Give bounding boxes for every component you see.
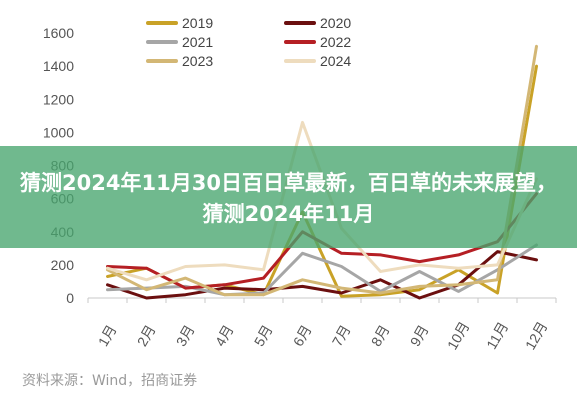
title-banner: 猜测2024年11月30日百日草最新，百日草的未来展望，猜测2024年11月 bbox=[0, 146, 577, 248]
legend-label-2019: 2019 bbox=[182, 15, 213, 31]
series-line-2021 bbox=[106, 243, 538, 297]
x-tick-label: 11月 bbox=[483, 319, 511, 352]
series-line-2020 bbox=[106, 250, 538, 300]
x-tick-label: 7月 bbox=[329, 322, 354, 349]
legend-label-2020: 2020 bbox=[320, 15, 351, 31]
y-tick-label: 1600 bbox=[43, 25, 74, 41]
x-tick-label: 12月 bbox=[522, 319, 551, 353]
x-tick-label: 5月 bbox=[251, 322, 276, 349]
x-tick-label: 2月 bbox=[134, 322, 159, 349]
banner-text: 猜测2024年11月30日百日草最新，百日草的未来展望，猜测2024年11月 bbox=[20, 171, 557, 226]
y-tick-label: 1000 bbox=[43, 124, 74, 140]
x-tick-label: 6月 bbox=[290, 322, 315, 349]
x-tick-label: 10月 bbox=[444, 319, 473, 353]
x-tick-label: 4月 bbox=[212, 322, 237, 349]
series-line-2023 bbox=[106, 44, 538, 297]
x-axis-ticks: 1月 2月 3月 4月 5月 6月 7月 8月 9月 10月 11月 12月 bbox=[87, 298, 557, 353]
y-tick-label: 1200 bbox=[43, 91, 74, 107]
source-note: 资料来源：Wind，招商证券 bbox=[22, 373, 198, 389]
x-tick-label: 9月 bbox=[407, 322, 432, 349]
x-tick-label: 3月 bbox=[173, 322, 198, 349]
legend-label-2023: 2023 bbox=[182, 53, 213, 69]
legend: 2019 2020 2021 2022 2023 2024 bbox=[146, 15, 351, 69]
legend-label-2021: 2021 bbox=[182, 34, 213, 50]
legend-label-2022: 2022 bbox=[320, 34, 351, 50]
y-tick-label: 1400 bbox=[43, 58, 74, 74]
x-tick-label: 8月 bbox=[368, 322, 393, 349]
x-tick-label: 1月 bbox=[95, 322, 120, 349]
y-tick-label: 200 bbox=[51, 257, 75, 273]
legend-label-2024: 2024 bbox=[320, 53, 351, 69]
y-tick-label: 0 bbox=[66, 290, 74, 306]
